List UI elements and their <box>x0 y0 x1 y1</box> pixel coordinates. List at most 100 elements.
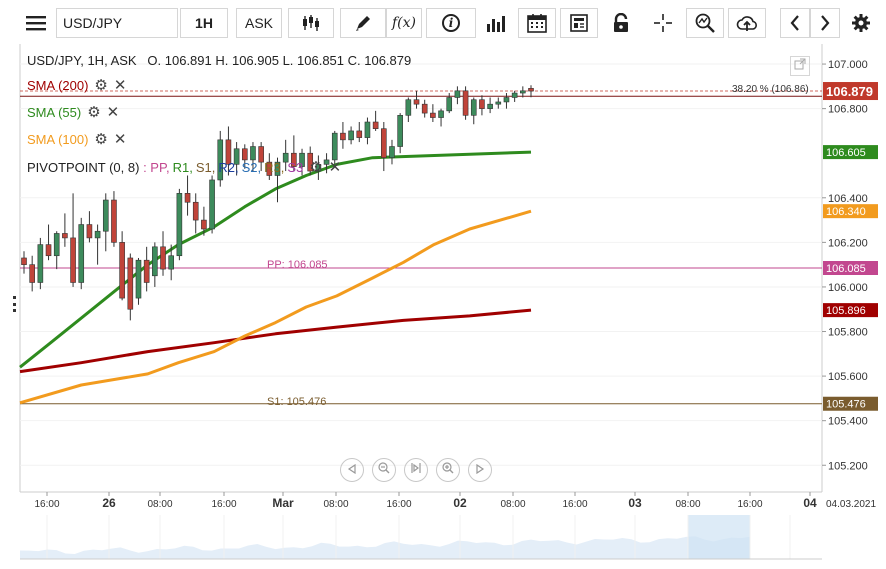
sma100-badge <box>823 204 878 219</box>
reset-view-button[interactable] <box>404 458 428 482</box>
candle-body <box>397 115 403 147</box>
sma200-line <box>19 308 532 374</box>
crosshair-button[interactable] <box>644 8 682 38</box>
candle-body <box>209 179 215 230</box>
candle-body <box>70 237 76 283</box>
candle-body <box>470 99 477 116</box>
candle-body <box>446 97 453 112</box>
scroll-left-button[interactable] <box>780 8 810 38</box>
legend-sma55: SMA (55) ⚙ ✕ <box>27 105 119 120</box>
news-button[interactable] <box>560 8 598 38</box>
settings-button[interactable] <box>846 8 876 38</box>
candle-body <box>323 159 330 165</box>
candle-body <box>438 110 444 118</box>
sma55-close-icon[interactable]: ✕ <box>106 104 120 121</box>
pivot-close-icon[interactable]: ✕ <box>328 159 342 176</box>
candlestick-icon <box>301 14 321 32</box>
legend-sma200: SMA (200) ⚙ ✕ <box>27 78 126 93</box>
fullscreen-button[interactable] <box>790 56 810 76</box>
price-type-text: ASK <box>244 15 273 31</box>
candle-body <box>45 244 52 257</box>
grip-icon <box>13 302 16 306</box>
candle-body <box>389 146 395 158</box>
candle-body <box>282 152 289 163</box>
reset-icon <box>410 461 422 479</box>
pp-badge <box>823 261 878 275</box>
candle-body <box>503 97 510 103</box>
candle-body <box>528 88 534 92</box>
candle-body <box>274 161 281 176</box>
pivot-s3: S3 <box>287 160 304 175</box>
zoom-button[interactable] <box>686 8 724 38</box>
price-type-button[interactable]: ASK <box>236 8 282 38</box>
s1-badge-text: 105.476 <box>826 399 866 411</box>
indicators-button[interactable] <box>478 8 514 38</box>
time-tick-label: 08:00 <box>675 499 700 510</box>
timeframe-text: 1H <box>195 15 213 31</box>
nav-controls <box>340 458 492 482</box>
time-tick-label: 16:00 <box>211 499 236 510</box>
sma200-close-icon[interactable]: ✕ <box>113 77 127 94</box>
level-lines <box>20 90 822 405</box>
candle-body <box>168 255 174 270</box>
price-tick-label: 105.800 <box>828 327 868 339</box>
candle-body <box>348 130 354 141</box>
nav-forward-button[interactable] <box>468 458 492 482</box>
scroll-right-button[interactable] <box>810 8 840 38</box>
candle-body <box>413 99 420 105</box>
navigator <box>20 515 822 560</box>
sma200-gear-icon[interactable]: ⚙ <box>94 77 108 94</box>
nav-back-button[interactable] <box>340 458 364 482</box>
newspaper-icon <box>570 14 588 32</box>
crosshair-icon <box>653 13 673 33</box>
candle-body <box>364 121 371 138</box>
zoom-in-button[interactable] <box>436 458 460 482</box>
candle-body <box>258 146 264 163</box>
menu-button[interactable] <box>18 8 54 38</box>
sma55-label: SMA (55) <box>27 105 82 120</box>
candle-body <box>291 152 297 167</box>
cloud-upload-button[interactable] <box>728 8 766 38</box>
candle-body <box>192 201 199 221</box>
zoom-out-button[interactable] <box>372 458 396 482</box>
candle-body <box>135 259 142 299</box>
sma200-badge <box>823 303 878 318</box>
symbol-selector[interactable]: USD/JPY <box>56 8 178 38</box>
price-tick-label: 106.000 <box>828 282 868 294</box>
candle-body <box>176 193 183 257</box>
candle-body <box>21 257 27 265</box>
candle-body <box>62 233 68 239</box>
expand-icon <box>794 57 806 75</box>
hamburger-icon <box>26 15 46 31</box>
time-tick-label: 16:00 <box>34 499 59 510</box>
lock-button[interactable] <box>602 8 640 38</box>
candle-body <box>53 233 60 257</box>
time-axis: 16:00 26 08:00 16:00 Mar 08:00 16:00 02 08:00 16:… <box>34 492 876 510</box>
timeframe-button[interactable]: 1H <box>180 8 228 38</box>
draw-tool-button[interactable] <box>340 8 386 38</box>
panel-resize-handle[interactable] <box>13 296 17 312</box>
time-tick-label: 08:00 <box>147 499 172 510</box>
sma100-gear-icon[interactable]: ⚙ <box>94 131 108 148</box>
sma200-badge-text: 105.896 <box>826 305 866 317</box>
price-badges: 106.879 106.605 106.340 106.085 105.896 105.4… <box>823 82 878 411</box>
chevron-right-icon <box>819 14 831 32</box>
sma200-label: SMA (200) <box>27 78 89 93</box>
info-button[interactable]: i <box>426 8 476 38</box>
chart-type-button[interactable] <box>288 8 334 38</box>
symbol-text: USD/JPY <box>63 15 123 31</box>
pivot-s1: S1, <box>195 160 216 175</box>
candle-body <box>225 139 232 165</box>
s1-line-label: S1: 105.476 <box>267 396 327 408</box>
sma100-badge-text: 106.340 <box>826 206 866 218</box>
pivot-gear-icon[interactable]: ⚙ <box>309 159 323 176</box>
candle-body <box>340 132 346 141</box>
sma100-close-icon[interactable]: ✕ <box>113 131 127 148</box>
price-tick-label: 106.400 <box>828 193 868 205</box>
bar-chart-icon <box>486 14 506 32</box>
calendar-button[interactable] <box>518 8 556 38</box>
sma55-gear-icon[interactable]: ⚙ <box>87 104 101 121</box>
function-button[interactable]: f(x) <box>386 8 422 38</box>
candle-body <box>315 164 322 172</box>
